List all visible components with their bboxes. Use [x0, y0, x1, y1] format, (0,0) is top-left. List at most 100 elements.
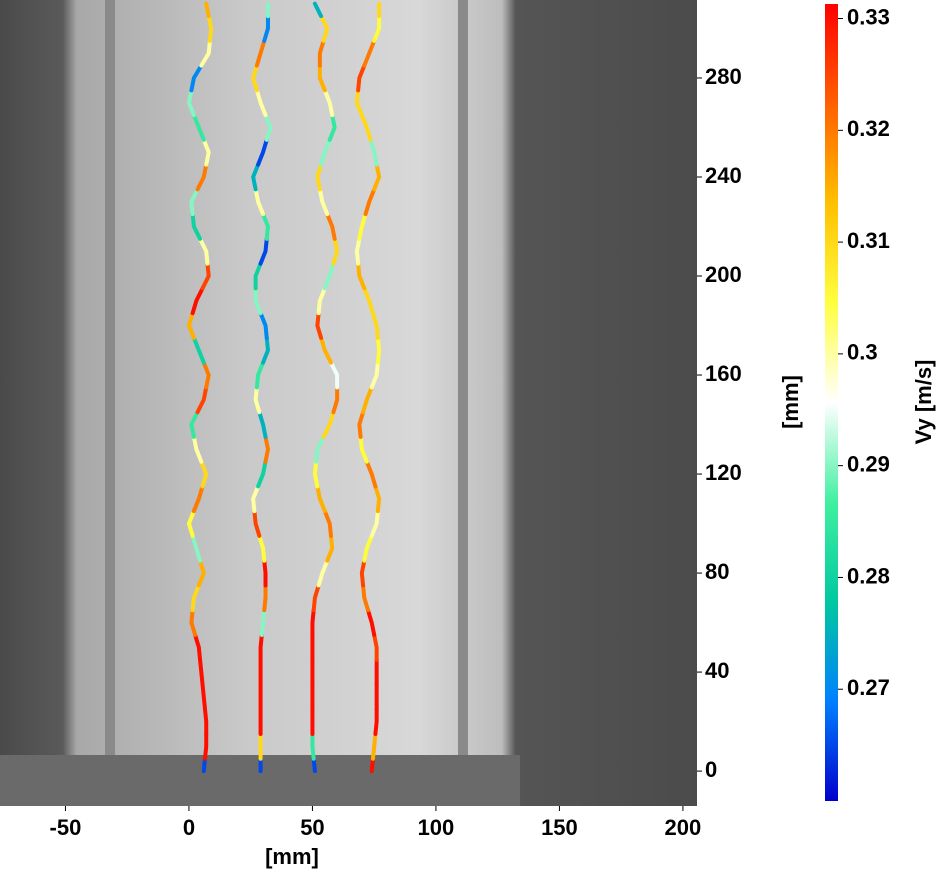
trajectory-segment [262, 558, 268, 588]
trajectory-segment [322, 509, 333, 538]
trajectory-segment [261, 212, 271, 241]
trajectory-segment [196, 558, 206, 588]
trajectory-segment [359, 113, 373, 142]
trajectory-segment [325, 533, 335, 563]
trajectory-segment [354, 236, 362, 266]
trajectory-segment [366, 608, 377, 637]
trajectory-segment [198, 236, 210, 266]
trajectory-segment [186, 509, 196, 538]
trajectory-segment [372, 162, 382, 192]
y-tick-label: 200 [705, 262, 742, 287]
trajectory-segment [311, 756, 317, 774]
trajectory-segment [357, 410, 366, 439]
trajectory-segment [200, 261, 211, 291]
trajectory-segment [204, 1, 211, 19]
trajectory-segment [362, 286, 375, 316]
trajectory-segment [375, 335, 382, 365]
trajectory-segment [368, 137, 379, 167]
trajectory-segment [189, 608, 198, 637]
trajectory-segment [200, 682, 207, 712]
trajectory-segment [190, 533, 203, 563]
trajectory-segment [356, 63, 367, 93]
trajectory-segment [370, 311, 380, 340]
trajectory-segment [262, 583, 268, 613]
trajectory-segment [317, 38, 326, 68]
trajectory-segment [319, 335, 333, 365]
trajectory-segment [190, 286, 205, 316]
trajectory-segment [315, 162, 324, 192]
trajectory-segment [263, 113, 273, 142]
trajectory-segment [201, 756, 207, 774]
trajectory-segment [327, 113, 337, 142]
colorbar-tick-label: 0.33 [847, 4, 890, 29]
colorbar [825, 4, 838, 801]
trajectory-segment [369, 756, 375, 774]
x-tick-label: 100 [418, 815, 455, 840]
trajectory-segment [251, 484, 261, 514]
trajectory-segment [257, 410, 268, 439]
trajectory-segment [252, 509, 262, 538]
trajectory-segment [312, 1, 324, 19]
y-tick-label: 80 [705, 559, 729, 584]
trajectory-segment [359, 558, 367, 588]
trajectory-segment [372, 632, 379, 662]
colorbar-tick-label: 0.31 [847, 228, 890, 253]
trajectory-segment [314, 434, 326, 464]
trajectory-segment [322, 261, 336, 291]
trajectory-segment [315, 484, 327, 514]
photo-background [0, 0, 697, 806]
trajectory-segment [258, 311, 269, 340]
trajectory-segment [358, 434, 369, 464]
trajectory-segment [261, 335, 271, 365]
trajectory-segment [191, 434, 204, 464]
trajectory-segment [189, 187, 200, 217]
colorbar-tick-label: 0.27 [847, 675, 890, 700]
trajectory-segment [258, 236, 269, 266]
trajectory-segment [256, 137, 269, 167]
trajectory-segment [203, 731, 209, 761]
trajectory-segment [201, 137, 211, 167]
trajectory-segment [191, 484, 205, 514]
trajectory-segment [328, 360, 340, 390]
trajectory-segment [321, 410, 336, 439]
trajectory-segment [206, 14, 214, 43]
y-tick-label: 240 [705, 163, 742, 188]
trajectory-segment [193, 632, 203, 662]
trajectory-segment [254, 360, 266, 390]
trajectory-segment [257, 533, 267, 563]
trajectory-segment [191, 335, 206, 365]
trajectory-segment [253, 187, 266, 217]
colorbar-tick-label: 0.29 [847, 451, 890, 476]
trajectory-segment [258, 632, 264, 662]
trajectory-segment [319, 14, 330, 43]
trajectory-segment [195, 385, 209, 415]
trajectory-segment [310, 731, 316, 761]
trajectory-segment [311, 583, 321, 613]
x-tick-label: 200 [665, 815, 702, 840]
y-tick-label: 280 [705, 64, 742, 89]
x-tick-label: -50 [50, 815, 82, 840]
trajectory-segment [259, 608, 267, 637]
trajectory-segment [256, 459, 268, 489]
y-axis-label: [mm] [778, 375, 803, 429]
trajectory-segment [316, 558, 330, 588]
trajectory-segment [369, 360, 380, 390]
trajectory-segment [364, 459, 378, 489]
trajectory-segment [190, 583, 201, 613]
trajectory-segment [317, 63, 327, 93]
trajectory-segment [253, 385, 262, 415]
trajectory-segment [361, 583, 371, 613]
x-tick-label: 150 [541, 815, 578, 840]
x-axis-label: [mm] [265, 844, 319, 869]
trajectory-segment [316, 286, 327, 316]
trajectory-segment [253, 286, 263, 316]
trajectory-segment [203, 707, 209, 736]
trajectory-segment [251, 63, 259, 93]
trajectory-segment [199, 38, 212, 68]
trajectory-segment [254, 38, 267, 68]
trajectory-segment [370, 731, 378, 761]
trajectory-segment [357, 212, 368, 241]
trajectory [186, 1, 214, 774]
trajectory-segment [189, 410, 200, 439]
